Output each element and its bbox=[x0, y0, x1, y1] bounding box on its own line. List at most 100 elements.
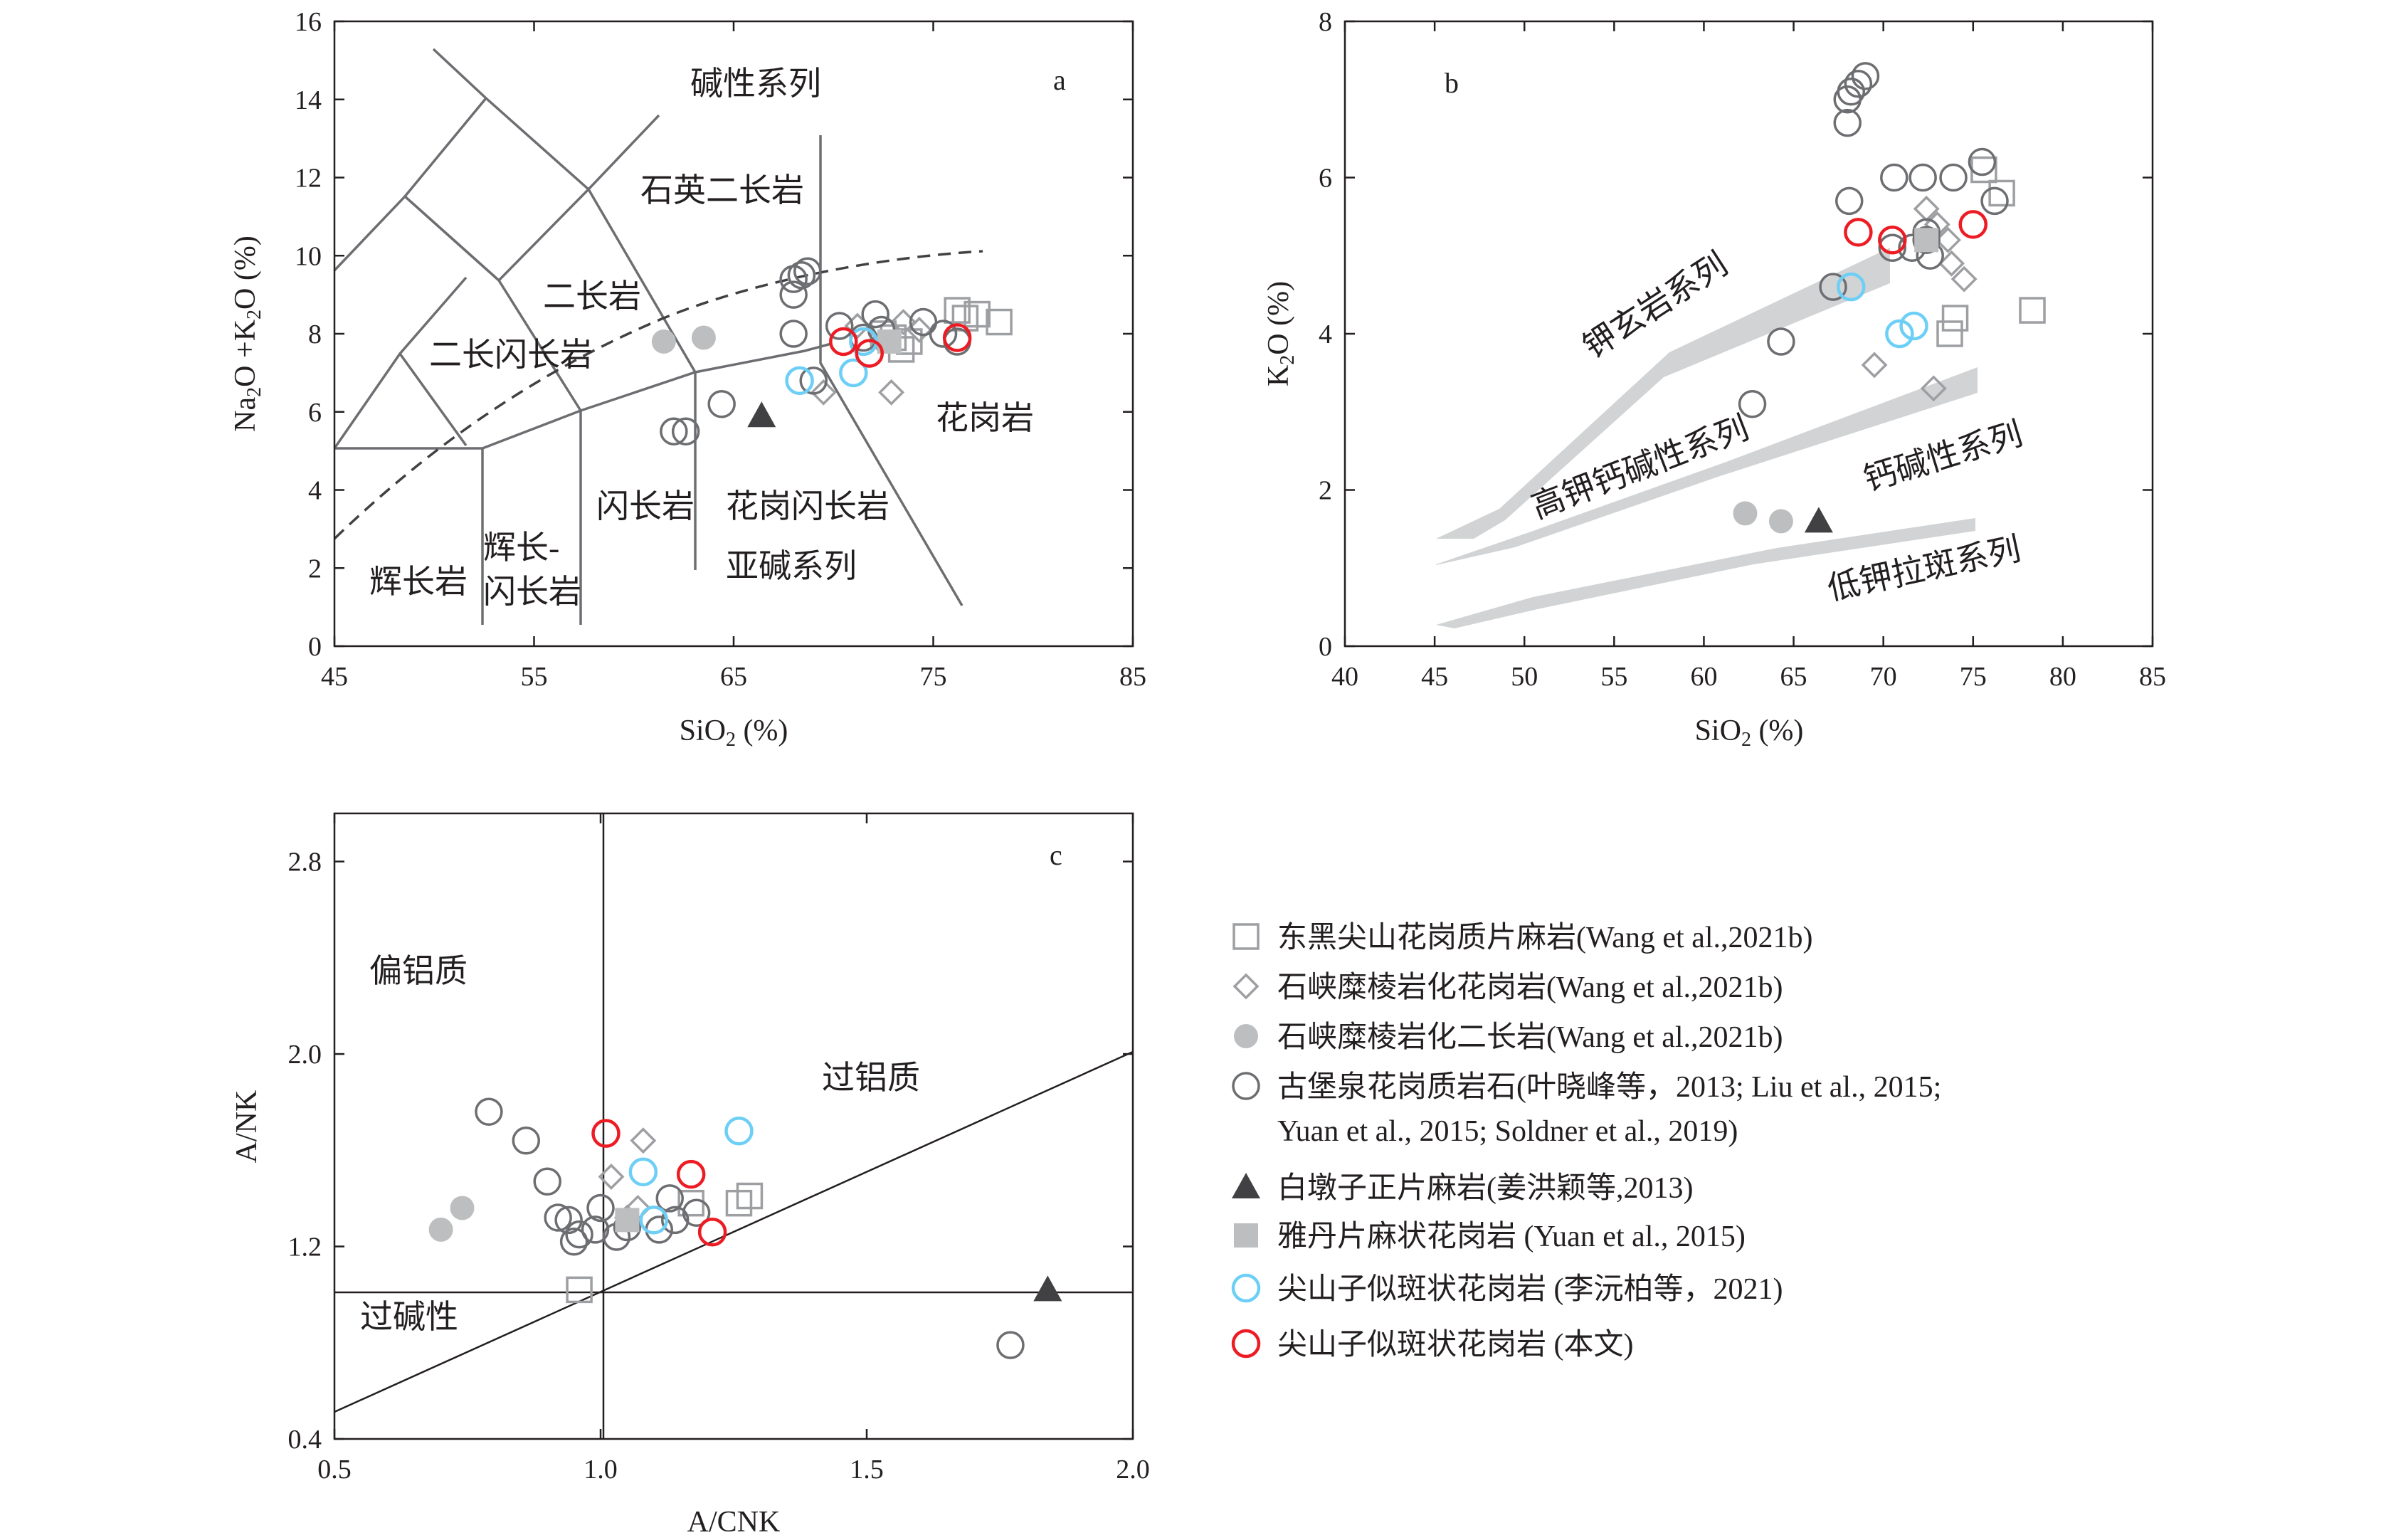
legend-marker-open-square bbox=[1232, 923, 1260, 950]
data-point-filled-triangle bbox=[747, 401, 776, 428]
x-tick-label: 75 bbox=[920, 662, 947, 692]
y-tick-label: 2 bbox=[308, 554, 322, 584]
y-tick-label: 0 bbox=[308, 632, 322, 662]
x-tick-label: 45 bbox=[321, 662, 348, 692]
data-point-open-circle-blue bbox=[724, 1117, 754, 1146]
data-point-open-circle-red bbox=[1878, 226, 1907, 255]
x-tick-label: 1.0 bbox=[584, 1455, 618, 1484]
x-tick-label: 50 bbox=[1511, 662, 1538, 692]
data-point-open-circle bbox=[1844, 70, 1873, 98]
region-label: 闪长岩 bbox=[483, 574, 581, 610]
data-point-open-circle bbox=[671, 417, 700, 445]
data-point-filled-circle bbox=[1733, 501, 1758, 526]
shand-classification-lines bbox=[334, 813, 1134, 1439]
x-tick-label: 65 bbox=[1780, 662, 1807, 692]
legend-marker-filled-circle bbox=[1234, 1024, 1258, 1048]
data-point-open-diamond bbox=[1950, 265, 1978, 292]
data-point-open-circle bbox=[779, 280, 808, 309]
panel-b-axes: 40 45 50 55 60 65 70 75 80 85 0 2 4 6 8 bbox=[1319, 7, 2166, 692]
data-point-open-diamond bbox=[1861, 352, 1888, 379]
data-point-open-circle bbox=[1833, 108, 1862, 137]
data-point-open-circle bbox=[861, 300, 889, 329]
data-point-open-circle bbox=[512, 1127, 541, 1155]
panel-letter-a: a bbox=[1053, 64, 1066, 96]
x-tick-label: 65 bbox=[720, 662, 747, 692]
data-point-open-circle bbox=[586, 1193, 615, 1223]
region-label: 亚碱系列 bbox=[726, 548, 857, 584]
region-label: 二长闪长岩 bbox=[429, 337, 593, 373]
legend-label: 雅丹片麻状花岗岩 (Yuan et al., 2015) bbox=[1277, 1220, 1746, 1253]
region-label: 花岗岩 bbox=[936, 400, 1034, 436]
y-tick-label: 8 bbox=[1319, 7, 1332, 37]
data-point-open-diamond bbox=[1934, 226, 1961, 253]
data-point-open-square bbox=[1941, 305, 1969, 332]
panel-letter-b: b bbox=[1445, 67, 1459, 99]
data-point-open-circle bbox=[707, 390, 736, 418]
data-point-filled-circle bbox=[428, 1217, 453, 1242]
region-label: 偏铝质 bbox=[369, 953, 468, 989]
x-tick-label: 55 bbox=[521, 662, 548, 692]
data-point-filled-circle bbox=[691, 325, 716, 350]
panel-b-x-title: SiO2 (%) bbox=[1695, 714, 1804, 751]
data-point-filled-circle bbox=[450, 1196, 475, 1220]
data-point-open-circle bbox=[554, 1206, 583, 1235]
data-point-filled-triangle bbox=[1804, 507, 1833, 533]
y-tick-label: 2.0 bbox=[288, 1040, 322, 1070]
region-label: 闪长岩 bbox=[596, 488, 695, 524]
data-point-open-circle bbox=[1738, 390, 1767, 418]
data-point-open-circle bbox=[1939, 163, 1968, 192]
legend-label: 古堡泉花岗质岩石(叶晓峰等，2013; Liu et al., 2015; bbox=[1277, 1071, 1941, 1104]
x-tick-label: 85 bbox=[2139, 662, 2166, 692]
x-tick-label: 0.5 bbox=[317, 1455, 352, 1484]
panel-a-x-title: SiO2 (%) bbox=[680, 714, 788, 751]
y-tick-label: 6 bbox=[308, 398, 322, 428]
data-point-open-circle-blue bbox=[628, 1157, 658, 1186]
data-point-open-circle-red bbox=[676, 1159, 706, 1189]
data-point-open-circle-red bbox=[1844, 218, 1873, 247]
x-tick-label: 75 bbox=[1960, 662, 1987, 692]
data-point-open-diamond bbox=[1938, 250, 1965, 277]
data-point-open-circle bbox=[655, 1184, 684, 1213]
data-point-open-circle bbox=[475, 1097, 503, 1126]
x-tick-label: 70 bbox=[1870, 662, 1897, 692]
data-point-open-circle bbox=[533, 1167, 561, 1196]
panel-a-y-title: Na2O +K2O (%) bbox=[229, 236, 265, 432]
data-point-open-circle bbox=[929, 320, 958, 348]
y-tick-label: 16 bbox=[295, 7, 322, 37]
y-tick-label: 6 bbox=[1319, 164, 1332, 194]
y-tick-label: 14 bbox=[295, 85, 322, 115]
data-point-open-square bbox=[725, 1189, 753, 1217]
x-tick-label: 40 bbox=[1331, 662, 1358, 692]
legend-marker-open-circle-red bbox=[1231, 1329, 1261, 1359]
y-tick-label: 8 bbox=[308, 320, 322, 349]
panel-c-shand-diagram: 偏铝质 过铝质 过碱性 c 0.5 1.0 1.5 2.0 0.4 1.2 2.0 2.8 A… bbox=[231, 812, 1150, 1539]
data-point-open-square bbox=[736, 1182, 764, 1210]
panel-c-x-title: A/CNK bbox=[687, 1506, 781, 1539]
data-point-open-circle bbox=[682, 1198, 711, 1227]
band-label: 钙碱性系列 bbox=[1859, 416, 2027, 498]
legend-marker-open-diamond bbox=[1232, 973, 1260, 1000]
legend-label-continued: Yuan et al., 2015; Soldner et al., 2019) bbox=[1277, 1115, 1738, 1148]
data-point-open-square bbox=[2019, 297, 2046, 324]
region-label: 过铝质 bbox=[822, 1060, 920, 1096]
data-point-filled-square bbox=[615, 1208, 640, 1233]
data-point-open-circle-red bbox=[697, 1218, 727, 1247]
data-point-open-circle bbox=[1833, 85, 1862, 114]
data-point-open-diamond bbox=[630, 1127, 657, 1154]
x-tick-label: 55 bbox=[1600, 662, 1627, 692]
data-point-open-circle-red bbox=[829, 327, 858, 357]
x-tick-label: 60 bbox=[1690, 662, 1717, 692]
data-point-open-circle-blue bbox=[839, 358, 868, 388]
legend-label: 东黑尖山花岗质片麻岩(Wang et al.,2021b) bbox=[1277, 921, 1813, 954]
data-point-open-circle-blue bbox=[1899, 311, 1928, 341]
legend: 东黑尖山花岗质片麻岩(Wang et al.,2021b) 石峡糜棱岩化花岗岩(W… bbox=[1231, 921, 1941, 1361]
data-point-open-circle bbox=[779, 320, 808, 348]
y-tick-label: 12 bbox=[295, 164, 322, 194]
legend-marker-filled-triangle bbox=[1232, 1173, 1260, 1198]
data-point-open-circle-red bbox=[1958, 210, 1988, 239]
panel-c-data-points bbox=[428, 1097, 1062, 1359]
data-point-open-square bbox=[1988, 179, 2015, 207]
data-point-filled-circle bbox=[651, 329, 676, 354]
legend-label: 石峡糜棱岩化花岗岩(Wang et al.,2021b) bbox=[1277, 971, 1783, 1004]
